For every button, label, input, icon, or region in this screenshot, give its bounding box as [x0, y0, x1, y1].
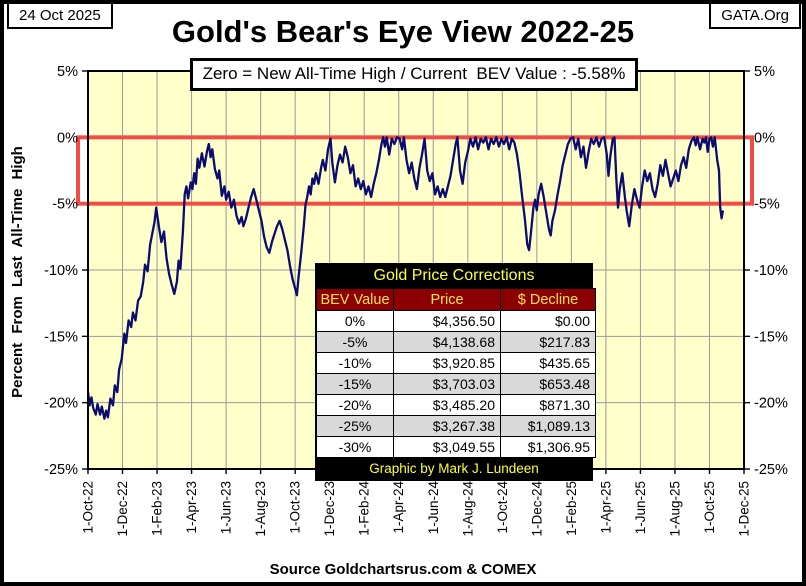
price-cell: $3,485.20: [393, 394, 501, 416]
y-axis-label-right: -15%: [754, 329, 788, 345]
x-axis-label: 1-Oct-24: [495, 481, 510, 534]
date-label: 24 Oct 2025: [19, 7, 101, 24]
price-cell: $3,049.55: [393, 436, 501, 458]
gold-price-corrections-table: Gold Price Corrections BEV Value Price $ D…: [315, 263, 596, 481]
y-axis-label-right: 0%: [754, 130, 775, 146]
price-cell: $4,138.68: [393, 331, 501, 353]
x-axis-label: 1-Jun-24: [426, 481, 441, 535]
x-axis-label: 1-Apr-24: [391, 481, 406, 534]
bev-value-cell: -20%: [316, 394, 394, 416]
y-axis-label-left: -10%: [44, 263, 78, 279]
bev-value-cell: -25%: [316, 415, 394, 437]
x-axis-label: 1-Feb-24: [357, 481, 372, 536]
bev-correction-band: [76, 135, 754, 206]
source-caption: Source Goldchartsrus.com & COMEX: [269, 561, 537, 578]
x-axis-label: 1-Aug-24: [460, 481, 475, 537]
y-axis-label-left: -15%: [44, 329, 78, 345]
column-header: Price: [393, 288, 501, 311]
gata-org-box: GATA.Org: [709, 2, 801, 29]
x-axis-label: 1-Oct-25: [702, 481, 717, 534]
bev-value-cell: -30%: [316, 436, 394, 458]
y-axis-label-left: 0%: [57, 130, 78, 146]
date-box: 24 Oct 2025: [7, 2, 113, 29]
x-axis-label: 1-Dec-24: [529, 481, 544, 537]
decline-cell: $871.30: [500, 394, 596, 416]
x-axis-label: 1-Jun-25: [633, 481, 648, 534]
bev-value-cell: -5%: [316, 331, 394, 353]
table-row: -20% $3,485.20 $871.30: [316, 394, 596, 416]
x-axis-label: 1-Apr-25: [598, 481, 613, 534]
x-axis-label: 1-Dec-25: [737, 481, 752, 537]
decline-cell: $1,306.95: [500, 436, 596, 458]
y-axis-label-right: 5%: [754, 64, 775, 80]
x-axis-label: 1-Aug-25: [667, 481, 682, 537]
column-header: BEV Value: [316, 288, 394, 311]
x-axis-label: 1-Feb-25: [564, 481, 579, 536]
x-axis-label: 1-Dec-23: [322, 481, 337, 537]
table-row: -10% $3,920.85 $435.65: [316, 352, 596, 374]
table-row: -5% $4,138.68 $217.83: [316, 331, 596, 353]
bev-value-cell: -10%: [316, 352, 394, 374]
price-cell: $3,920.85: [393, 352, 501, 374]
table-footer-credit: Graphic by Mark J. Lundeen: [316, 458, 592, 480]
price-cell: $3,267.38: [393, 415, 501, 437]
y-axis-label-right: -25%: [754, 462, 788, 478]
decline-cell: $217.83: [500, 331, 596, 353]
table-row: -15% $3,703.03 $653.48: [316, 373, 596, 395]
table-row: -30% $3,049.55 $1,306.95: [316, 436, 596, 458]
y-axis-label-left: -20%: [44, 396, 78, 412]
decline-cell: $1,089.13: [500, 415, 596, 437]
x-axis-label: 1-Jun-23: [219, 481, 234, 534]
table-title: Gold Price Corrections: [316, 264, 592, 288]
decline-cell: $653.48: [500, 373, 596, 395]
y-axis-label-left: -5%: [52, 197, 78, 213]
bev-value-cell: 0%: [316, 310, 394, 332]
bev-value-cell: -15%: [316, 373, 394, 395]
decline-cell: $0.00: [500, 310, 596, 332]
y-axis-label-left: 5%: [57, 64, 78, 80]
y-axis-label-right: -5%: [754, 197, 780, 213]
y-axis-title: Percent From Last All-Time High: [9, 146, 26, 398]
price-cell: $3,703.03: [393, 373, 501, 395]
x-axis-label: 1-Oct-22: [81, 481, 96, 534]
price-cell: $4,356.50: [393, 310, 501, 332]
y-axis-label-left: -25%: [44, 462, 78, 478]
gata-org-label: GATA.Org: [721, 7, 789, 24]
table-header-row: BEV Value Price $ Decline: [316, 288, 596, 311]
table-row: 0% $4,356.50 $0.00: [316, 310, 596, 332]
column-header: $ Decline: [500, 288, 596, 311]
x-axis-label: 1-Dec-22: [115, 481, 130, 537]
x-axis-label: 1-Aug-23: [253, 481, 268, 537]
y-axis-label-right: -10%: [754, 263, 788, 279]
decline-cell: $435.65: [500, 352, 596, 374]
page-title: Gold's Bear's Eye View 2022-25: [171, 14, 635, 49]
subtitle-box: Zero = New All-Time High / Current BEV V…: [190, 58, 638, 91]
gold-bev-line: [86, 136, 724, 420]
x-axis-label: 1-Feb-23: [150, 481, 165, 536]
x-axis-label: 1-Oct-23: [288, 481, 303, 534]
table-row: -25% $3,267.38 $1,089.13: [316, 415, 596, 437]
y-axis-label-right: -20%: [754, 396, 788, 412]
x-axis-label: 1-Apr-23: [184, 481, 199, 534]
corrections-grid: BEV Value Price $ Decline 0% $4,356.50 $0.00…: [316, 288, 596, 458]
